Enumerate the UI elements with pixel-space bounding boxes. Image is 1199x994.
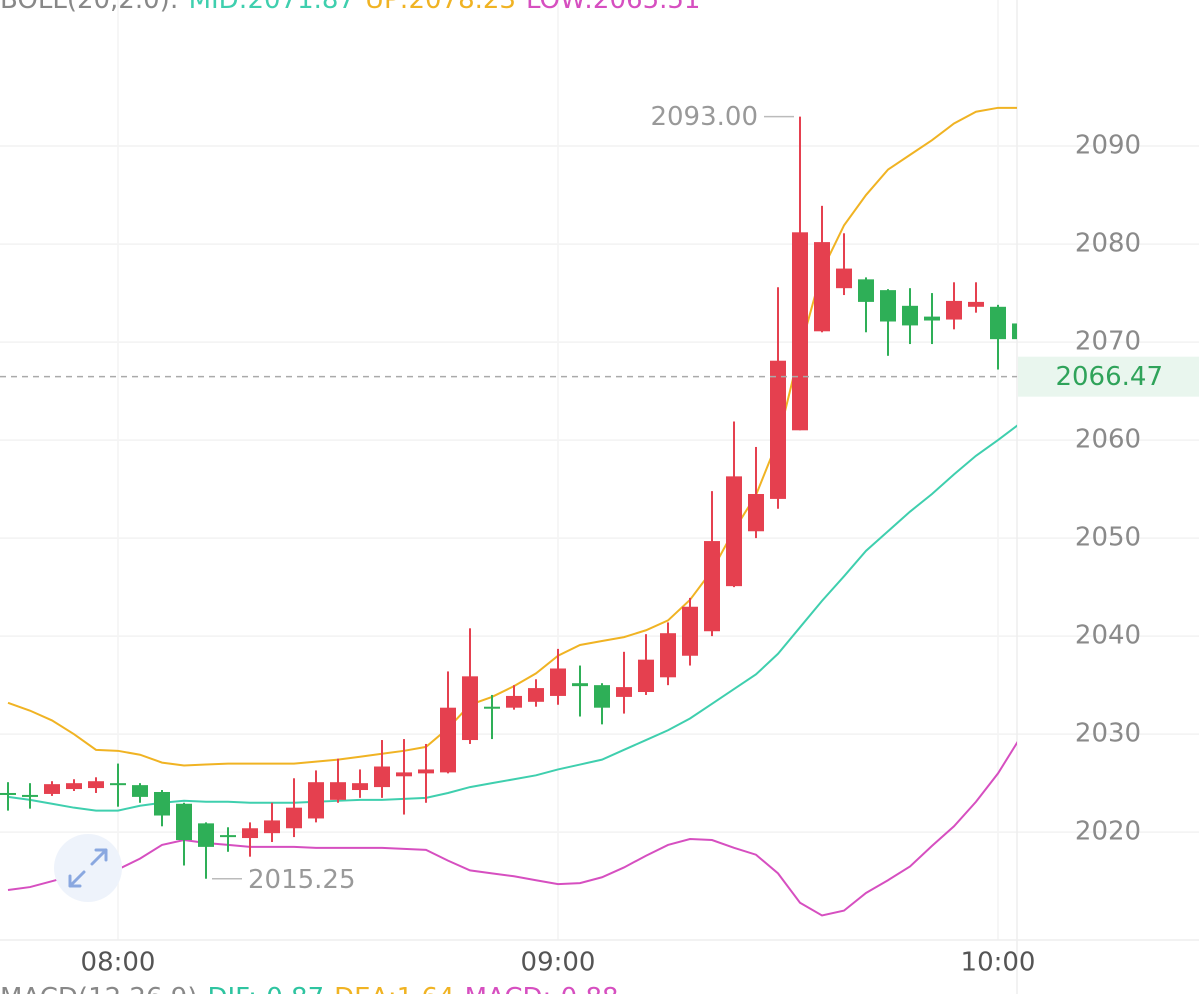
candle-body: [44, 784, 60, 794]
candle-body: [484, 706, 500, 709]
candle-body: [792, 232, 808, 431]
candle-body: [330, 782, 346, 800]
candle-body: [814, 242, 830, 332]
grid: [0, 0, 1199, 940]
y-tick-label: 2020: [1075, 817, 1141, 847]
candle-body: [946, 300, 962, 320]
candle-body: [726, 476, 742, 587]
candle-body: [616, 687, 632, 697]
candle-body: [858, 279, 874, 302]
y-tick-label: 2040: [1075, 621, 1141, 651]
legend-entry: MID:2071.87: [189, 0, 355, 15]
candle-body: [198, 823, 214, 847]
low-label: 2015.25: [248, 865, 356, 895]
candle-body: [66, 783, 82, 790]
candle-body: [154, 791, 170, 816]
candle-body: [242, 828, 258, 839]
axes: 2020 2030 2040 2050 2060 2070 2080 2090 08:00 09:…: [0, 102, 1199, 978]
y-tick-label: 2050: [1075, 523, 1141, 553]
candle-body: [836, 268, 852, 289]
candle-body: [550, 668, 566, 696]
last-price-label: 2066.47: [1055, 362, 1163, 392]
candle-body: [352, 783, 368, 791]
y-tick-label: 2030: [1075, 719, 1141, 749]
candle-body: [220, 835, 236, 838]
legend-entry: LOW:2065.51: [526, 0, 700, 15]
candle-body: [440, 707, 456, 773]
candle-body: [704, 541, 720, 632]
candle-body: [1012, 323, 1017, 340]
candle-body: [462, 676, 478, 741]
candle-body: [902, 305, 918, 326]
candle-body: [682, 606, 698, 656]
candle-body: [264, 820, 280, 834]
candle-body: [880, 290, 896, 322]
plot-area: [0, 106, 1017, 917]
candle-body: [22, 794, 38, 797]
candle-body: [572, 683, 588, 687]
candle-body: [176, 803, 192, 841]
macd-legend-entry: DEA:1.64: [334, 983, 454, 994]
y-tick-label: 2080: [1075, 229, 1141, 259]
legend: BOLL(20,2.0): MID:2071.87 UP:2078.23 LOW:20…: [0, 0, 700, 15]
high-label: 2093.00: [650, 102, 758, 132]
candle-body: [506, 695, 522, 708]
macd-legend-entry: DIF:-0.87: [207, 983, 324, 994]
legend-title: BOLL(20,2.0):: [0, 0, 179, 15]
candle-body: [88, 781, 104, 789]
candle-body: [110, 783, 126, 786]
macd-legend-entry: MACD(12,26,9): [0, 983, 197, 994]
band-line: [7, 741, 1017, 917]
y-tick-label: 2070: [1075, 327, 1141, 357]
candle-body: [748, 494, 764, 532]
candle-body: [528, 688, 544, 702]
legend-entry: UP:2078.23: [365, 0, 516, 15]
band-line: [7, 424, 1017, 812]
candle-body: [374, 766, 390, 788]
candle-body: [132, 785, 148, 797]
last-price-tag: [1018, 356, 1199, 397]
candle-body: [968, 301, 984, 307]
candle-body: [924, 316, 940, 321]
x-tick-label: 08:00: [81, 948, 156, 978]
candle-body: [638, 659, 654, 693]
candle-body: [308, 782, 324, 819]
candle-body: [286, 807, 302, 829]
candle-body: [594, 685, 610, 708]
expand-button[interactable]: [54, 834, 122, 902]
x-tick-label: 09:00: [521, 948, 596, 978]
y-tick-label: 2090: [1075, 131, 1141, 161]
band-line: [7, 106, 1017, 767]
candle-body: [990, 306, 1006, 340]
candle-body: [396, 772, 412, 777]
macd-legend-entry: MACD:-0.88: [465, 983, 619, 994]
candle-body: [418, 769, 434, 774]
y-tick-label: 2060: [1075, 425, 1141, 455]
candle-body: [660, 633, 676, 678]
candle-body: [0, 792, 16, 795]
macd-legend: MACD(12,26,9) DIF:-0.87 DEA:1.64 MACD:-0.88: [0, 983, 619, 994]
candle-body: [770, 360, 786, 499]
x-tick-label: 10:00: [961, 948, 1036, 978]
